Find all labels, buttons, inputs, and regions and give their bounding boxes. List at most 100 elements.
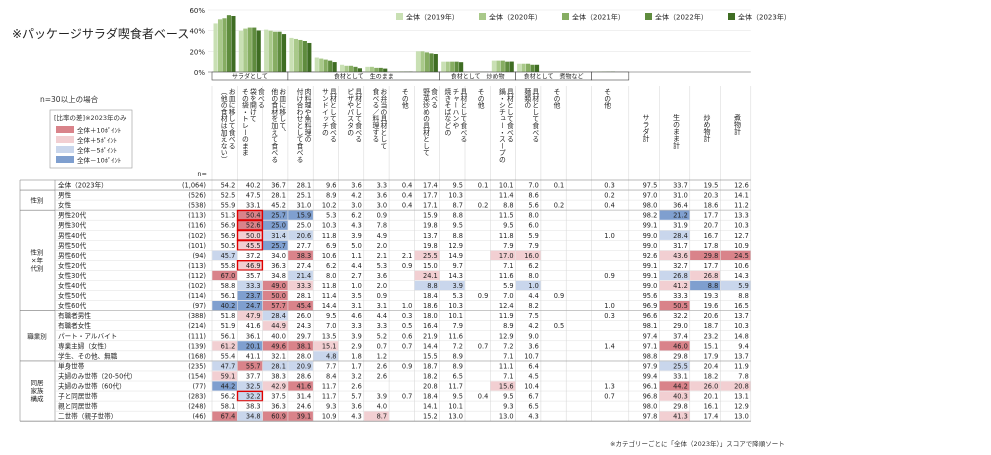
cell-value: 10.3: [734, 322, 749, 330]
row-label: 夫婦のみ世帯（20-50代）: [58, 371, 137, 380]
cell-value: 45.5: [246, 242, 261, 250]
y-tick-label: 60%: [189, 7, 205, 15]
cell-value: 10.9: [322, 413, 337, 421]
cell-value: 14.9: [448, 252, 463, 260]
bar: [378, 67, 383, 72]
cell-value: 7.0: [528, 182, 539, 190]
bar: [415, 51, 421, 72]
cell-value: 11.1: [499, 362, 514, 370]
table-row: 男性60代 (94) 45.7 37.2 34.0 38.3 10.6 1.1 2.1 2.1 25…: [58, 250, 751, 260]
cell-value: 55.7: [246, 362, 261, 370]
category-label: 性別: [31, 247, 44, 256]
cell-value: 97.0: [643, 192, 658, 200]
cell-shading: [659, 270, 690, 281]
row-n: (102): [188, 282, 206, 290]
cell-value: 98.0: [643, 403, 658, 411]
cell-value: 0.4: [402, 182, 413, 190]
cell-value: 49.6: [271, 342, 286, 350]
legend-label: 全体（2022年）: [655, 13, 708, 22]
cell-value: 11.8: [499, 232, 514, 240]
cell-value: 3.0: [377, 202, 388, 210]
cell-value: 18.7: [423, 362, 438, 370]
cell-shading: [690, 381, 720, 391]
cell-value: 24.5: [734, 252, 749, 260]
cell-value: 99.0: [643, 242, 658, 250]
cell-shading: [490, 250, 516, 260]
row-label: 男性: [58, 191, 72, 200]
bar: [369, 66, 374, 72]
column-header: その他: [476, 88, 484, 110]
cell-value: 25.7: [271, 242, 286, 250]
cell-value: 98.1: [643, 322, 658, 330]
row-n: (111): [188, 332, 206, 340]
cell-value: 20.3: [704, 192, 719, 200]
cell-shading: [212, 411, 237, 421]
column-header: 野菜炒めの具材として: [422, 88, 430, 156]
cell-value: 0.3: [604, 182, 615, 190]
category-label: 構成: [31, 394, 45, 403]
cell-value: 5.3: [377, 262, 388, 270]
cell-value: 11.7: [322, 383, 337, 391]
cell-value: 1.0: [351, 282, 362, 290]
row-label: 男性20代: [58, 211, 87, 220]
cell-value: 99.1: [643, 222, 658, 230]
cell-value: 33.1: [673, 372, 688, 380]
cell-value: 8.2: [528, 302, 539, 310]
cell-value: 1.8: [351, 352, 362, 360]
cell-value: 33.1: [246, 202, 261, 210]
bar: [348, 65, 354, 72]
bar: [222, 18, 227, 72]
cell-shading: [237, 391, 263, 401]
legend-label: 全体（2021年）: [572, 13, 625, 22]
cell-value: 17.1: [423, 202, 438, 210]
cell-value: 4.3: [351, 413, 362, 421]
cell-value: 19.5: [704, 182, 719, 190]
cell-value: 0.7: [478, 342, 489, 350]
group-label: 食材として 炒め物: [451, 73, 505, 81]
column-header: 鍋・シチュー・スープの: [497, 87, 505, 163]
cell-value: 29.8: [673, 352, 688, 360]
bar: [450, 61, 455, 72]
cell-value: 56.1: [221, 292, 236, 300]
cell-value: 7.1: [503, 262, 514, 270]
cell-value: 17.4: [423, 182, 438, 190]
cell-value: 3.3: [377, 182, 388, 190]
cell-value: 19.8: [423, 242, 438, 250]
cell-value: 39.1: [297, 413, 312, 421]
row-label: 夫婦のみ世帯（60代）: [58, 382, 126, 391]
bar: [281, 34, 287, 72]
cell-value: 11.5: [499, 212, 514, 220]
legend-label: 全体－5ﾎﾟｲﾝﾄ: [77, 146, 117, 155]
cell-value: 11.7: [322, 393, 337, 401]
row-label: 男性40代: [58, 231, 87, 240]
cell-shading: [262, 290, 288, 301]
cell-value: 34.0: [271, 252, 286, 260]
cell-value: 34.8: [246, 413, 261, 421]
column-header: 具材として食べる: [328, 88, 336, 143]
cell-value: 0.4: [402, 192, 413, 200]
cell-value: 26.8: [673, 272, 688, 280]
cell-value: 15.0: [423, 262, 438, 270]
cell-value: 50.0: [246, 232, 261, 240]
cell-value: 27.7: [297, 242, 312, 250]
cell-value: 4.0: [377, 403, 388, 411]
cell-value: 96.8: [643, 393, 658, 401]
bar: [238, 30, 243, 73]
cell-value: 98.0: [643, 202, 658, 210]
cell-shading: [313, 351, 339, 361]
cell-shading: [288, 301, 313, 311]
cell-value: 41.6: [246, 322, 261, 330]
cell-value: 34.8: [271, 272, 286, 280]
cell-shading: [237, 210, 263, 220]
cell-value: 36.3: [271, 262, 286, 270]
cell-value: 18.4: [423, 292, 438, 300]
cell-value: 18.7: [704, 322, 719, 330]
table-row: 夫婦のみ世帯（20-50代） (154) 59.1 37.7 38.3 28.6 8.4 3.…: [58, 371, 749, 381]
cell-value: 0.4: [604, 202, 615, 210]
cell-value: 58.8: [221, 282, 236, 290]
cell-shading: [212, 361, 237, 371]
cell-value: 23.7: [246, 292, 261, 300]
table-row: 専業主婦（女性） (139) 61.2 20.1 49.6 38.1 15.1 2.9 0.7 0…: [58, 341, 749, 351]
cell-value: 51.9: [221, 322, 236, 330]
